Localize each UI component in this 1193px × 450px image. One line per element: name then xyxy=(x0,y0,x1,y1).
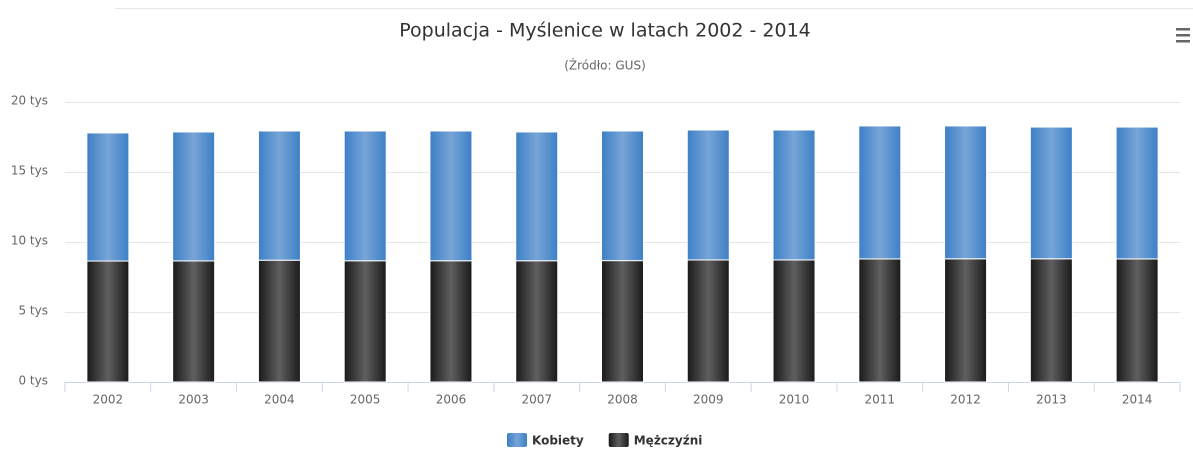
bar-segment xyxy=(86,132,130,262)
bar-segment xyxy=(172,131,216,262)
bar-segment xyxy=(1115,126,1159,260)
x-tick-label: 2006 xyxy=(436,393,467,407)
bar-segment xyxy=(858,125,902,260)
bar-segment xyxy=(343,260,387,383)
chart-title: Populacja - Myślenice w latach 2002 - 20… xyxy=(399,20,811,42)
x-tick-label: 2013 xyxy=(1036,393,1067,407)
bar-segment xyxy=(686,129,730,261)
bar-segment xyxy=(686,259,730,383)
x-tick-label: 2009 xyxy=(693,393,724,407)
x-tick-label: 2008 xyxy=(607,393,638,407)
y-tick-label: 0 tys xyxy=(18,374,48,388)
x-tick-label: 2014 xyxy=(1122,393,1153,407)
bar-segment xyxy=(515,131,559,262)
x-tick-label: 2002 xyxy=(93,393,124,407)
bar-segment xyxy=(944,125,988,260)
bar-segment xyxy=(858,258,902,383)
y-tick-label: 20 tys xyxy=(11,94,48,108)
bar-segment xyxy=(515,260,559,383)
legend-item[interactable]: Kobiety xyxy=(507,433,584,448)
x-tick-label: 2012 xyxy=(950,393,981,407)
legend-item[interactable]: Mężczyźni xyxy=(608,433,703,448)
bar-segment xyxy=(86,260,130,383)
bar-segment xyxy=(772,259,816,383)
menu-bar xyxy=(1176,40,1190,43)
legend-label: Kobiety xyxy=(532,434,584,448)
bar-segment xyxy=(601,130,644,262)
menu-bar xyxy=(1176,28,1190,31)
legend-label: Mężczyźni xyxy=(634,434,703,448)
x-tick-label: 2003 xyxy=(178,393,209,407)
bar-segment xyxy=(343,130,387,262)
y-tick-label: 10 tys xyxy=(11,234,48,248)
bar-segment xyxy=(257,259,301,383)
y-tick-label: 15 tys xyxy=(11,164,48,178)
bar-segment xyxy=(601,260,644,383)
bar-segment xyxy=(1029,126,1073,260)
bar-segment xyxy=(772,129,816,261)
bar-segment xyxy=(1115,258,1159,383)
x-tick-label: 2004 xyxy=(264,393,295,407)
menu-bar xyxy=(1176,34,1190,37)
bar-segment xyxy=(172,260,216,383)
x-tick-label: 2005 xyxy=(350,393,381,407)
legend-swatch xyxy=(608,433,629,447)
menu-button[interactable] xyxy=(1176,28,1190,43)
bar-segment xyxy=(257,130,301,261)
x-tick-label: 2010 xyxy=(779,393,810,407)
bar-segment xyxy=(429,260,473,383)
chart-subtitle: (Źródło: GUS) xyxy=(564,58,646,73)
x-tick-label: 2007 xyxy=(521,393,552,407)
bar-segment xyxy=(944,258,988,383)
x-tick-label: 2011 xyxy=(865,393,896,407)
bar-segment xyxy=(1029,258,1073,383)
y-tick-label: 5 tys xyxy=(18,304,48,318)
bar-segment xyxy=(429,130,473,262)
legend-swatch xyxy=(507,433,527,447)
